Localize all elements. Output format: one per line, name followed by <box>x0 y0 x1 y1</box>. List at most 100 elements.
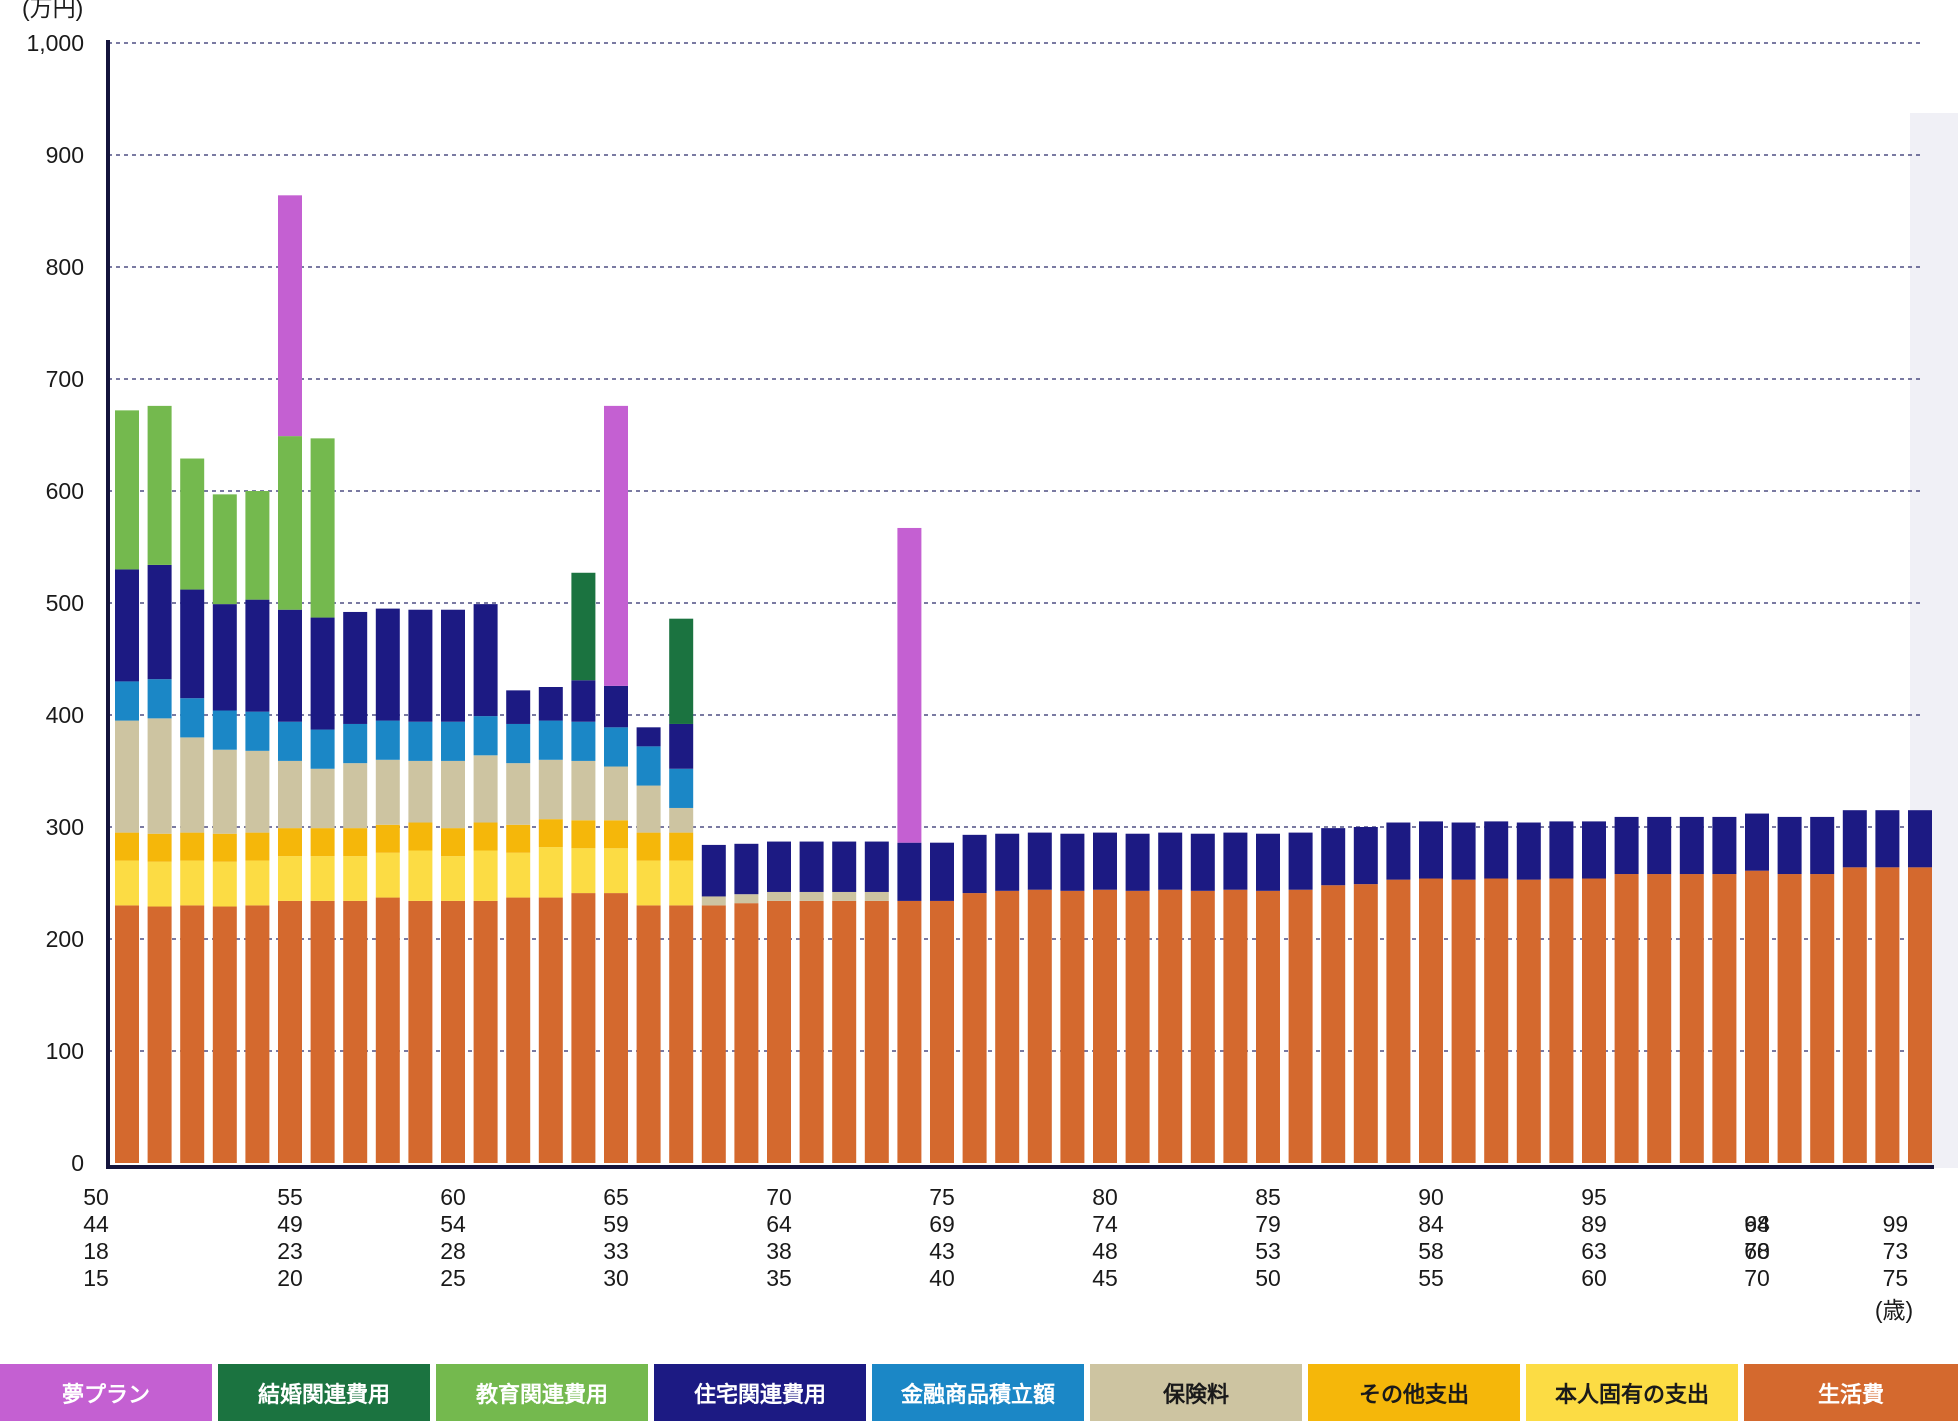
y-tick-label: 100 <box>46 1038 84 1064</box>
x-tick-labels: 50 55 60 65 70 75 80 85 90 95 44 49 54 59 64 69 74 79 84 89… <box>83 1184 1909 1291</box>
bar-segment <box>278 900 302 1163</box>
bar-segment <box>245 860 270 906</box>
bar-segment <box>408 721 433 761</box>
bar-segment <box>506 723 531 764</box>
bar-segment <box>506 824 531 853</box>
x-tick-label: 40 <box>929 1265 955 1291</box>
x-tick-label: 68 <box>1744 1238 1770 1264</box>
bar-segment <box>995 833 1020 891</box>
x-tick-label: 94 <box>1744 1211 1770 1237</box>
bar-segment <box>767 841 791 892</box>
x-tick-label: 85 <box>1255 1184 1281 1210</box>
bar-segment <box>571 820 596 849</box>
bar-segment <box>310 828 335 857</box>
legend: 夢プラン 結婚関連費用 教育関連費用 住宅関連費用 金融商品積立額 保険料 その他支出 本人固… <box>0 1364 1958 1421</box>
bar-segment <box>375 824 400 853</box>
legend-item: 金融商品積立額 <box>872 1364 1084 1421</box>
bar-segment <box>1582 878 1606 1163</box>
x-tick-label: 65 <box>603 1184 629 1210</box>
x-tick-label: 90 <box>1418 1184 1444 1210</box>
x-tick-label: 18 <box>83 1238 109 1264</box>
bar-segment <box>734 894 759 904</box>
bar-segment <box>604 893 628 1163</box>
bar-segment <box>1419 821 1443 879</box>
bar-segment <box>571 680 596 722</box>
bars <box>115 195 1932 1163</box>
bar-segment <box>669 807 694 833</box>
bar-segment <box>669 905 694 1163</box>
bar-segment <box>767 891 791 901</box>
bar-segment <box>147 718 172 834</box>
bar-segment <box>669 860 694 906</box>
legend-item: 夢プラン <box>0 1364 212 1421</box>
bar-segment <box>832 900 857 1163</box>
bar-segment <box>473 900 498 1163</box>
x-tick-label: 55 <box>1418 1265 1444 1291</box>
bar-segment <box>408 609 433 722</box>
bar-segment <box>1777 816 1802 875</box>
bar-segment <box>1190 833 1215 891</box>
legend-item: 保険料 <box>1090 1364 1302 1421</box>
x-tick-label: 63 <box>1581 1238 1607 1264</box>
bar-segment <box>1321 885 1346 1163</box>
bar-segment <box>1516 822 1541 880</box>
bar-segment <box>408 760 433 823</box>
bar-segment <box>1549 821 1574 879</box>
bar-segment <box>864 841 889 892</box>
y-tick-label: 1,000 <box>26 30 84 56</box>
bar-segment <box>1614 816 1639 875</box>
bar-segment <box>669 768 694 808</box>
bar-segment <box>604 766 628 821</box>
bar-segment <box>538 687 563 721</box>
bar-segment <box>1712 874 1737 1163</box>
bar-segment <box>212 604 237 711</box>
bar-segment <box>538 759 563 820</box>
x-tick-label: 70 <box>1744 1265 1770 1291</box>
bar-segment <box>1353 827 1378 885</box>
x-tick-label: 75 <box>929 1184 955 1210</box>
bar-segment <box>1451 879 1476 1163</box>
x-tick-label: 70 <box>1744 1238 1770 1264</box>
bar-segment <box>506 763 531 825</box>
bar-segment <box>995 890 1020 1163</box>
bar-segment <box>375 608 400 721</box>
bar-segment <box>278 856 302 901</box>
bar-segment <box>147 861 172 907</box>
bar-segment <box>604 820 628 849</box>
bar-segment <box>147 564 172 680</box>
bar-segment <box>115 720 139 833</box>
bar-segment <box>408 850 433 901</box>
bar-segment <box>1353 884 1378 1163</box>
bar-segment <box>147 833 172 862</box>
x-tick-label: 75 <box>1883 1265 1909 1291</box>
bar-segment <box>1745 870 1769 1163</box>
y-tick-label: 0 <box>71 1150 84 1176</box>
x-tick-label: 60 <box>1581 1265 1607 1291</box>
bar-segment <box>604 848 628 894</box>
bar-segment <box>1679 816 1704 875</box>
bar-segment <box>538 720 563 760</box>
bar-segment <box>1614 874 1639 1163</box>
x-tick-label: 50 <box>1255 1265 1281 1291</box>
bar-segment <box>115 860 139 906</box>
x-tick-label: 74 <box>1092 1211 1118 1237</box>
bar-segment <box>636 785 661 833</box>
bar-segment <box>245 491 270 600</box>
bar-segment <box>212 749 237 834</box>
bar-segment <box>1582 821 1606 879</box>
bar-segment <box>538 897 563 1163</box>
bar-segment <box>343 900 368 1163</box>
bar-segment <box>1419 878 1443 1163</box>
bar-segment <box>930 900 954 1163</box>
y-tick-label: 800 <box>46 254 84 280</box>
bar-segment <box>278 760 302 829</box>
bar-segment <box>1549 878 1574 1163</box>
bar-segment <box>147 405 172 565</box>
bar-segment <box>571 721 596 761</box>
x-tick-label: 30 <box>603 1265 629 1291</box>
bar-segment <box>441 760 465 829</box>
bar-segment <box>310 617 335 730</box>
age-unit-label: (歳) <box>1875 1297 1913 1323</box>
bar-segment <box>375 852 400 898</box>
bar-segment <box>1647 874 1672 1163</box>
